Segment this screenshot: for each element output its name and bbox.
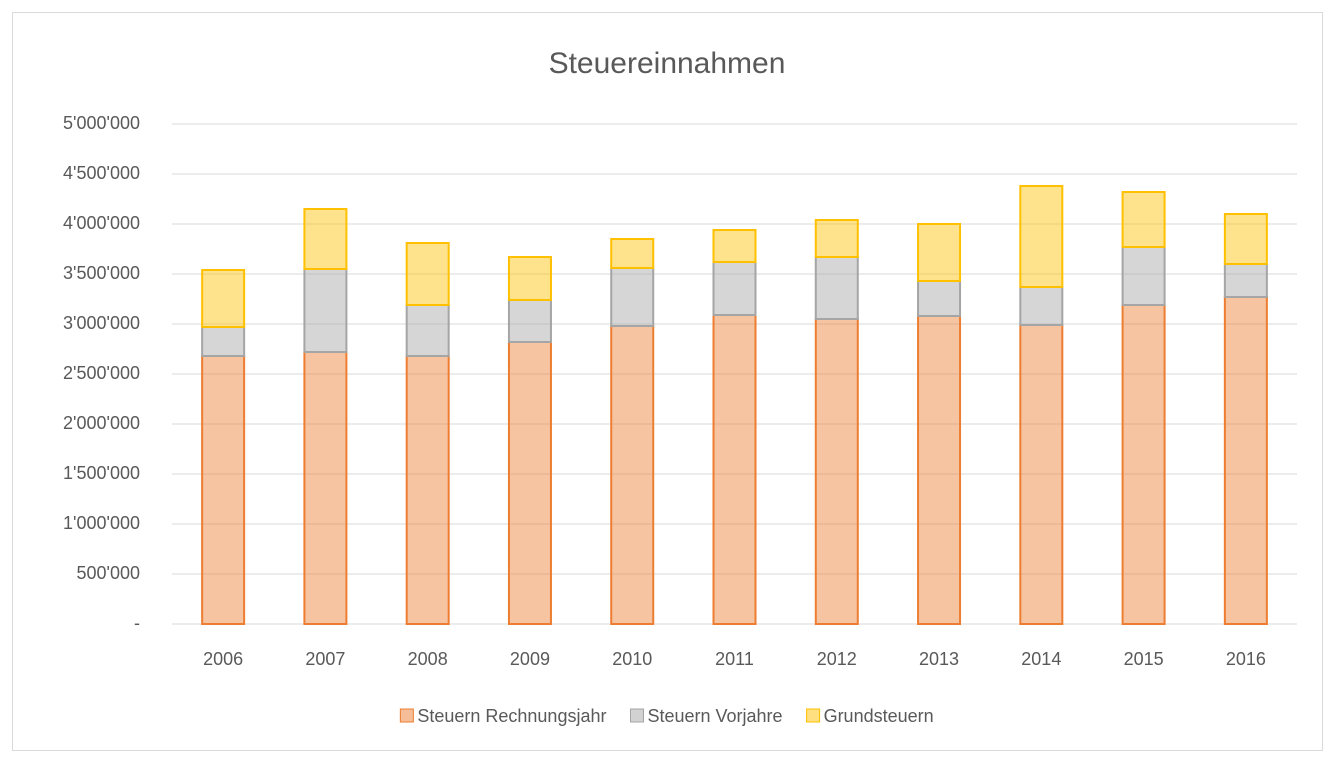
bar-segment (610, 238, 655, 269)
bar-segment (201, 355, 246, 625)
bar-segment (303, 208, 348, 270)
bar-segment (917, 280, 962, 317)
bar-segment (1019, 286, 1064, 326)
bar-segment (303, 351, 348, 625)
bar-segment (814, 219, 859, 258)
bar-segment (814, 318, 859, 625)
y-tick-label: 500'000 (76, 563, 140, 583)
legend-swatch (399, 708, 414, 723)
bar-segment (917, 223, 962, 282)
y-tick-label: - (134, 613, 140, 633)
legend-label: Steuern Rechnungsjahr (417, 706, 606, 726)
bar-segment (507, 256, 552, 301)
y-tick-label: 3'000'000 (63, 313, 140, 333)
y-tick-label: 1'500'000 (63, 463, 140, 483)
y-tick-label: 3'500'000 (63, 263, 140, 283)
bar-segment (405, 242, 450, 306)
legend-swatch (629, 708, 644, 723)
bar-segment (1121, 191, 1166, 248)
bar-segment (712, 229, 757, 263)
x-tick-label: 2015 (1124, 649, 1164, 669)
bar-segment (303, 268, 348, 353)
y-tick-label: 5'000'000 (63, 113, 140, 133)
bar-segment (1121, 246, 1166, 306)
legend-label: Grundsteuern (824, 706, 934, 726)
x-tick-label: 2012 (817, 649, 857, 669)
bar-segment (201, 269, 246, 328)
bar-segment (712, 261, 757, 316)
bar-segment (507, 341, 552, 625)
x-tick-label: 2010 (612, 649, 652, 669)
bar-segment (1223, 296, 1268, 625)
x-tick-label: 2016 (1226, 649, 1266, 669)
y-tick-label: 2'500'000 (63, 363, 140, 383)
x-tick-label: 2007 (305, 649, 345, 669)
y-tick-label: 1'000'000 (63, 513, 140, 533)
bar-segment (405, 355, 450, 625)
x-tick-label: 2011 (715, 649, 754, 669)
bar-segment (1223, 263, 1268, 298)
x-tick-label: 2006 (203, 649, 243, 669)
legend-label: Steuern Vorjahre (647, 706, 782, 726)
y-tick-label: 2'000'000 (63, 413, 140, 433)
bar-segment (201, 326, 246, 357)
x-tick-label: 2014 (1021, 649, 1061, 669)
bar-segment (814, 256, 859, 320)
bar-segment (917, 315, 962, 625)
legend-swatch (806, 708, 821, 723)
bar-segment (1019, 185, 1064, 288)
x-tick-label: 2013 (919, 649, 959, 669)
bar-segment (1121, 304, 1166, 625)
x-tick-label: 2008 (408, 649, 448, 669)
bar-segment (712, 314, 757, 625)
bar-segment (405, 304, 450, 357)
bar-segment (507, 299, 552, 343)
y-tick-label: 4'500'000 (63, 163, 140, 183)
y-tick-label: 4'000'000 (63, 213, 140, 233)
chart-title: Steuereinnahmen (549, 47, 786, 80)
chart-frame (12, 12, 1323, 751)
x-tick-label: 2009 (510, 649, 550, 669)
bar-segment (610, 325, 655, 625)
bar-segment (610, 267, 655, 327)
bar-segment (1019, 324, 1064, 625)
bar-segment (1223, 213, 1268, 265)
